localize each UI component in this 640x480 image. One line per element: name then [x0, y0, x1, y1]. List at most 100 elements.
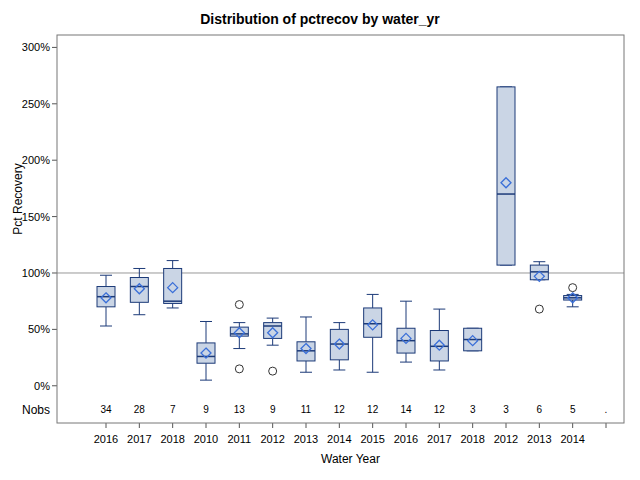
- mean-marker: [101, 293, 111, 303]
- box: [397, 328, 415, 353]
- median: [264, 325, 282, 327]
- whisker-cap: [267, 318, 279, 319]
- x-tick: [172, 423, 173, 428]
- whisker-lower: [206, 363, 207, 380]
- box: [464, 328, 482, 351]
- median: [330, 343, 348, 345]
- whisker-lower: [172, 303, 173, 308]
- y-tick: [52, 47, 57, 48]
- title: Distribution of pctrecov by water_yr: [200, 11, 440, 27]
- whisker-upper: [172, 261, 173, 269]
- x-tick-label: 2016: [94, 433, 118, 445]
- y-tick: [52, 216, 57, 217]
- x-tick-label: 2017: [127, 433, 151, 445]
- box: [97, 287, 115, 307]
- x-tick-label: 2014: [560, 433, 584, 445]
- x-tick: [139, 423, 140, 428]
- whisker-cap: [200, 321, 212, 322]
- outlier: [569, 284, 577, 292]
- whisker-lower: [372, 337, 373, 372]
- background: [0, 0, 640, 480]
- x-tick-label: 2010: [194, 433, 218, 445]
- box: [497, 87, 515, 265]
- box: [164, 268, 182, 303]
- median: [97, 296, 115, 298]
- nobs-value: 34: [100, 404, 112, 415]
- box: [264, 323, 282, 339]
- x-tick: [572, 423, 573, 428]
- whisker-cap: [100, 275, 112, 276]
- x-tick: [339, 423, 340, 428]
- box: [364, 308, 382, 337]
- x-tick: [372, 423, 373, 428]
- x-tick: [406, 423, 407, 428]
- nobs-value: .: [605, 404, 608, 415]
- y-tick: [52, 160, 57, 161]
- whisker-upper: [106, 275, 107, 286]
- whisker-cap: [200, 380, 212, 381]
- median: [430, 346, 448, 348]
- x-tick: [272, 423, 273, 428]
- mean-marker: [201, 348, 211, 358]
- x-tick-label: 2013: [294, 433, 318, 445]
- nobs-value: 3: [503, 404, 509, 415]
- x-tick-label: 2016: [394, 433, 418, 445]
- box: [197, 343, 215, 363]
- mean-marker: [468, 336, 478, 346]
- y-tick-label: 200%: [22, 154, 50, 166]
- box: [530, 265, 548, 280]
- whisker-upper: [406, 301, 407, 328]
- x-tick: [506, 423, 507, 428]
- y-tick-label: 250%: [22, 98, 50, 110]
- median: [130, 286, 148, 288]
- nobs-value: 3: [470, 404, 476, 415]
- whisker-cap: [400, 362, 412, 363]
- y-tick-label: 0%: [34, 380, 50, 392]
- whisker-upper: [339, 323, 340, 330]
- box: [130, 278, 148, 303]
- whisker-cap: [133, 314, 145, 315]
- y-tick: [52, 103, 57, 104]
- y-tick: [52, 385, 57, 386]
- mean-marker: [568, 293, 578, 303]
- whisker-cap: [133, 268, 145, 269]
- mean-marker: [534, 271, 544, 281]
- whisker-cap: [567, 294, 579, 295]
- x-axis-label: Water Year: [321, 452, 380, 466]
- whisker-cap: [167, 307, 179, 308]
- whisker-upper: [372, 294, 373, 308]
- mean-marker: [301, 344, 311, 354]
- median: [364, 323, 382, 325]
- whisker-upper: [306, 317, 307, 342]
- plot-area: [57, 87, 624, 380]
- median: [197, 356, 215, 358]
- mean-marker: [368, 320, 378, 330]
- x-tick: [439, 423, 440, 428]
- mean-marker: [334, 339, 344, 349]
- x-tick: [106, 423, 107, 428]
- whisker-cap: [433, 369, 445, 370]
- box: [330, 329, 348, 359]
- whisker-cap: [267, 345, 279, 346]
- x-tick-label: 2011: [228, 433, 252, 445]
- y-tick: [52, 329, 57, 330]
- box: [297, 342, 315, 361]
- whisker-upper: [539, 262, 540, 265]
- x-tick-label: 2012: [494, 433, 518, 445]
- y-tick-label: 300%: [22, 41, 50, 53]
- mean-marker: [401, 333, 411, 343]
- nobs-value: 12: [367, 404, 379, 415]
- box: [564, 296, 582, 301]
- whisker-lower: [406, 353, 407, 362]
- whisker-lower: [139, 302, 140, 314]
- x-tick-label: 2014: [327, 433, 351, 445]
- whisker-upper: [272, 318, 273, 323]
- whisker-cap: [300, 316, 312, 317]
- median: [164, 300, 182, 302]
- y-tick-label: 50%: [28, 323, 50, 335]
- whisker-upper: [206, 321, 207, 342]
- whisker-cap: [400, 301, 412, 302]
- nobs-value: 6: [537, 404, 543, 415]
- median: [464, 339, 482, 341]
- plot-frame: [57, 35, 624, 423]
